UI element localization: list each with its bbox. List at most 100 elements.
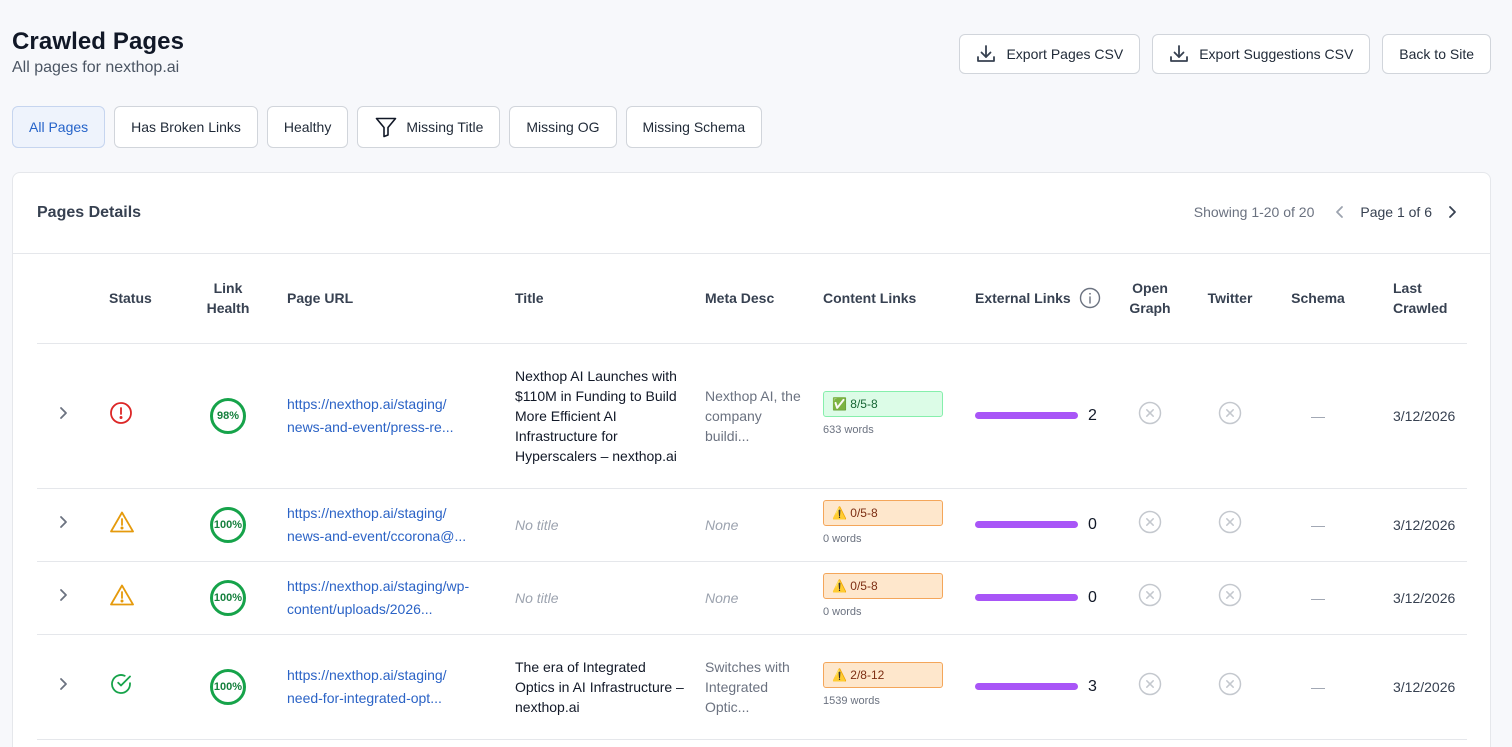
filter-missing-og[interactable]: Missing OG bbox=[509, 106, 617, 148]
col-content-links[interactable]: Content Links bbox=[823, 254, 975, 344]
x-circle-icon bbox=[1218, 672, 1242, 696]
page-url-text: content/uploads/2026... bbox=[287, 600, 433, 617]
col-status[interactable]: Status bbox=[109, 254, 177, 344]
col-last-crawled[interactable]: Last Crawled bbox=[1377, 254, 1467, 344]
col-page-url[interactable]: Page URL bbox=[279, 254, 515, 344]
page-title: Crawled Pages bbox=[12, 28, 185, 55]
showing-count: Showing 1-20 of 20 bbox=[1193, 204, 1315, 220]
col-external-links[interactable]: External Links bbox=[975, 254, 1101, 344]
link-health-ring: 100% bbox=[210, 506, 246, 543]
filter-all-pages[interactable]: All Pages bbox=[12, 106, 106, 148]
page-url-text: https://nexthop.ai/staging/wp- bbox=[287, 577, 470, 594]
word-count: 633 words bbox=[823, 424, 874, 436]
export-pages-csv-button[interactable]: Export Pages CSV bbox=[959, 34, 1141, 74]
col-external-links-label: External Links bbox=[975, 290, 1071, 307]
col-schema[interactable]: Schema bbox=[1259, 254, 1377, 344]
pagination: Showing 1-20 of 20 Page 1 of 6 bbox=[1194, 204, 1460, 220]
page-title-cell: The era of Integrated Optics in AI Infra… bbox=[515, 634, 705, 740]
filter-label: Missing Schema bbox=[642, 119, 746, 135]
x-circle-icon bbox=[1138, 401, 1162, 425]
word-count: 0 words bbox=[823, 533, 862, 545]
page-url-text: news-and-event/press-re... bbox=[287, 418, 454, 435]
filter-label: All Pages bbox=[29, 119, 89, 135]
link-health-ring: 100% bbox=[210, 579, 246, 616]
export-pages-csv-label: Export Pages CSV bbox=[1006, 46, 1124, 62]
meta-desc-cell: None bbox=[705, 488, 823, 562]
filter-missing-schema[interactable]: Missing Schema bbox=[625, 106, 763, 148]
download-icon bbox=[1170, 45, 1189, 62]
content-links-badge: ⚠️ 2/8-12 bbox=[823, 662, 943, 688]
x-circle-icon bbox=[1138, 672, 1162, 696]
download-icon bbox=[977, 45, 996, 62]
page-title-cell: No title bbox=[515, 488, 705, 562]
col-link-health-label-2: Health bbox=[206, 300, 250, 317]
page-indicator: Page 1 of 6 bbox=[1360, 204, 1432, 220]
table-header-row: Status Link Health Page URL Title Meta De… bbox=[37, 254, 1467, 344]
col-schema-label: Schema bbox=[1291, 290, 1345, 307]
last-crawled-date: 3/12/2026 bbox=[1377, 634, 1467, 740]
page-url-link[interactable]: https://nexthop.ai/staging/news-and-even… bbox=[287, 505, 466, 544]
page-url-link[interactable]: https://nexthop.ai/staging/need-for-inte… bbox=[287, 667, 447, 706]
col-expand bbox=[37, 254, 109, 344]
col-title-label: Title bbox=[515, 290, 544, 307]
link-health-ring: 98% bbox=[210, 397, 246, 434]
bar-fill bbox=[975, 594, 1078, 601]
filter-bar: All Pages Has Broken Links Healthy Missi… bbox=[12, 106, 763, 148]
chevron-right-icon[interactable] bbox=[55, 514, 71, 530]
chevron-right-icon[interactable] bbox=[55, 587, 71, 603]
link-health-ring: 100% bbox=[210, 668, 246, 705]
warning-icon bbox=[110, 511, 134, 533]
col-content-links-label: Content Links bbox=[823, 290, 917, 307]
x-circle-icon bbox=[1138, 510, 1162, 534]
info-icon[interactable] bbox=[1079, 287, 1101, 309]
chevron-right-icon[interactable] bbox=[55, 405, 71, 421]
schema-value: — bbox=[1259, 634, 1377, 740]
col-title[interactable]: Title bbox=[515, 254, 705, 344]
page-url-link[interactable]: https://nexthop.ai/staging/news-and-even… bbox=[287, 396, 454, 435]
chevron-right-icon[interactable] bbox=[1444, 204, 1460, 220]
word-count: 0 words bbox=[823, 606, 862, 618]
back-to-site-button[interactable]: Back to Site bbox=[1382, 34, 1491, 74]
last-crawled-date: 3/12/2026 bbox=[1377, 488, 1467, 562]
page-title-cell: Nexthop AI Launches with $110M in Fundin… bbox=[515, 343, 705, 489]
schema-value: — bbox=[1259, 488, 1377, 562]
filter-has-broken-links[interactable]: Has Broken Links bbox=[114, 106, 258, 148]
table-row[interactable]: 98% https://nexthop.ai/staging/news-and-… bbox=[37, 343, 1467, 489]
filter-label: Healthy bbox=[283, 119, 332, 135]
col-twitter[interactable]: Twitter bbox=[1201, 254, 1259, 344]
table-row[interactable]: 100% https://nexthop.ai/staging/news-and… bbox=[37, 488, 1467, 562]
bar-fill bbox=[975, 521, 1078, 528]
table-row[interactable]: 100% https://nexthop.ai/staging/need-for… bbox=[37, 634, 1467, 740]
col-meta-desc[interactable]: Meta Desc bbox=[705, 254, 823, 344]
table-row[interactable]: 100% https://nexthop.ai/staging/wp-conte… bbox=[37, 561, 1467, 635]
page-url-link[interactable]: https://nexthop.ai/staging/wp-content/up… bbox=[287, 578, 469, 617]
bar-fill bbox=[975, 683, 1078, 690]
page-subtitle: All pages for nexthop.ai bbox=[12, 59, 180, 76]
filter-icon bbox=[376, 117, 397, 138]
export-suggestions-csv-button[interactable]: Export Suggestions CSV bbox=[1152, 34, 1371, 74]
content-links-badge: ⚠️ 0/5-8 bbox=[823, 573, 943, 599]
content-links-badge: ✅ 8/5-8 bbox=[823, 391, 943, 417]
x-circle-icon bbox=[1138, 583, 1162, 607]
filter-missing-title[interactable]: Missing Title bbox=[357, 106, 501, 148]
col-link-health[interactable]: Link Health bbox=[177, 254, 279, 344]
x-circle-icon bbox=[1218, 510, 1242, 534]
col-page-url-label: Page URL bbox=[287, 290, 354, 307]
col-status-label: Status bbox=[109, 290, 152, 307]
page-url-text: https://nexthop.ai/staging/ bbox=[287, 666, 447, 683]
x-circle-icon bbox=[1218, 583, 1242, 607]
chevron-right-icon[interactable] bbox=[55, 676, 71, 692]
top-actions: Export Pages CSV Export Suggestions CSV … bbox=[959, 34, 1491, 74]
warning-icon bbox=[110, 584, 134, 606]
card-title: Pages Details bbox=[37, 204, 142, 221]
external-links-count: 3 bbox=[1088, 677, 1097, 695]
col-og-label-1: Open bbox=[1132, 280, 1168, 297]
external-links-count: 2 bbox=[1088, 406, 1097, 424]
col-link-health-label-1: Link bbox=[213, 280, 243, 297]
col-open-graph[interactable]: Open Graph bbox=[1099, 254, 1201, 344]
col-og-label-2: Graph bbox=[1129, 300, 1171, 317]
check-circle-icon bbox=[111, 674, 131, 694]
pages-details-card: Pages Details Showing 1-20 of 20 Page 1 … bbox=[12, 172, 1491, 747]
chevron-left-icon[interactable] bbox=[1332, 204, 1348, 220]
filter-healthy[interactable]: Healthy bbox=[266, 106, 349, 148]
